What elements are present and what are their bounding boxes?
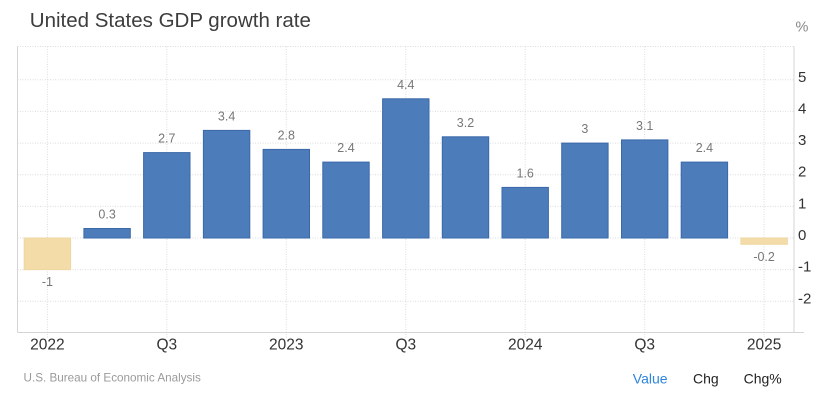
svg-text:4: 4 (798, 100, 806, 117)
svg-text:%: % (796, 19, 809, 35)
svg-text:3: 3 (581, 122, 588, 136)
svg-text:U.S. Bureau of Economic Analys: U.S. Bureau of Economic Analysis (24, 371, 201, 384)
svg-text:2022: 2022 (30, 337, 64, 354)
svg-text:2.4: 2.4 (696, 141, 713, 155)
svg-text:5: 5 (798, 69, 806, 86)
svg-text:0: 0 (798, 227, 806, 244)
svg-text:2024: 2024 (508, 337, 543, 354)
svg-text:2.7: 2.7 (158, 132, 175, 146)
svg-text:United States GDP growth rate: United States GDP growth rate (30, 9, 311, 32)
svg-text:2.8: 2.8 (278, 128, 295, 142)
svg-text:-0.2: -0.2 (753, 250, 775, 264)
svg-text:Q3: Q3 (634, 337, 655, 354)
svg-text:2025: 2025 (747, 337, 781, 354)
svg-text:2: 2 (798, 164, 806, 181)
svg-text:2023: 2023 (269, 337, 303, 354)
svg-text:1.6: 1.6 (517, 166, 534, 180)
svg-text:Chg%: Chg% (744, 371, 782, 387)
svg-text:4.4: 4.4 (397, 78, 414, 92)
svg-text:-2: -2 (798, 290, 811, 307)
svg-text:2.4: 2.4 (337, 141, 354, 155)
svg-text:Value: Value (633, 371, 668, 387)
svg-text:Q3: Q3 (395, 337, 416, 354)
svg-text:3.4: 3.4 (218, 109, 235, 123)
svg-text:-1: -1 (42, 275, 53, 289)
svg-text:Chg: Chg (693, 371, 719, 387)
svg-text:3.2: 3.2 (457, 116, 474, 130)
svg-text:3: 3 (798, 132, 806, 149)
svg-text:-1: -1 (798, 259, 811, 276)
svg-text:Q3: Q3 (156, 337, 177, 354)
svg-text:3.1: 3.1 (636, 119, 653, 133)
svg-text:1: 1 (798, 195, 806, 212)
svg-text:0.3: 0.3 (98, 208, 115, 222)
